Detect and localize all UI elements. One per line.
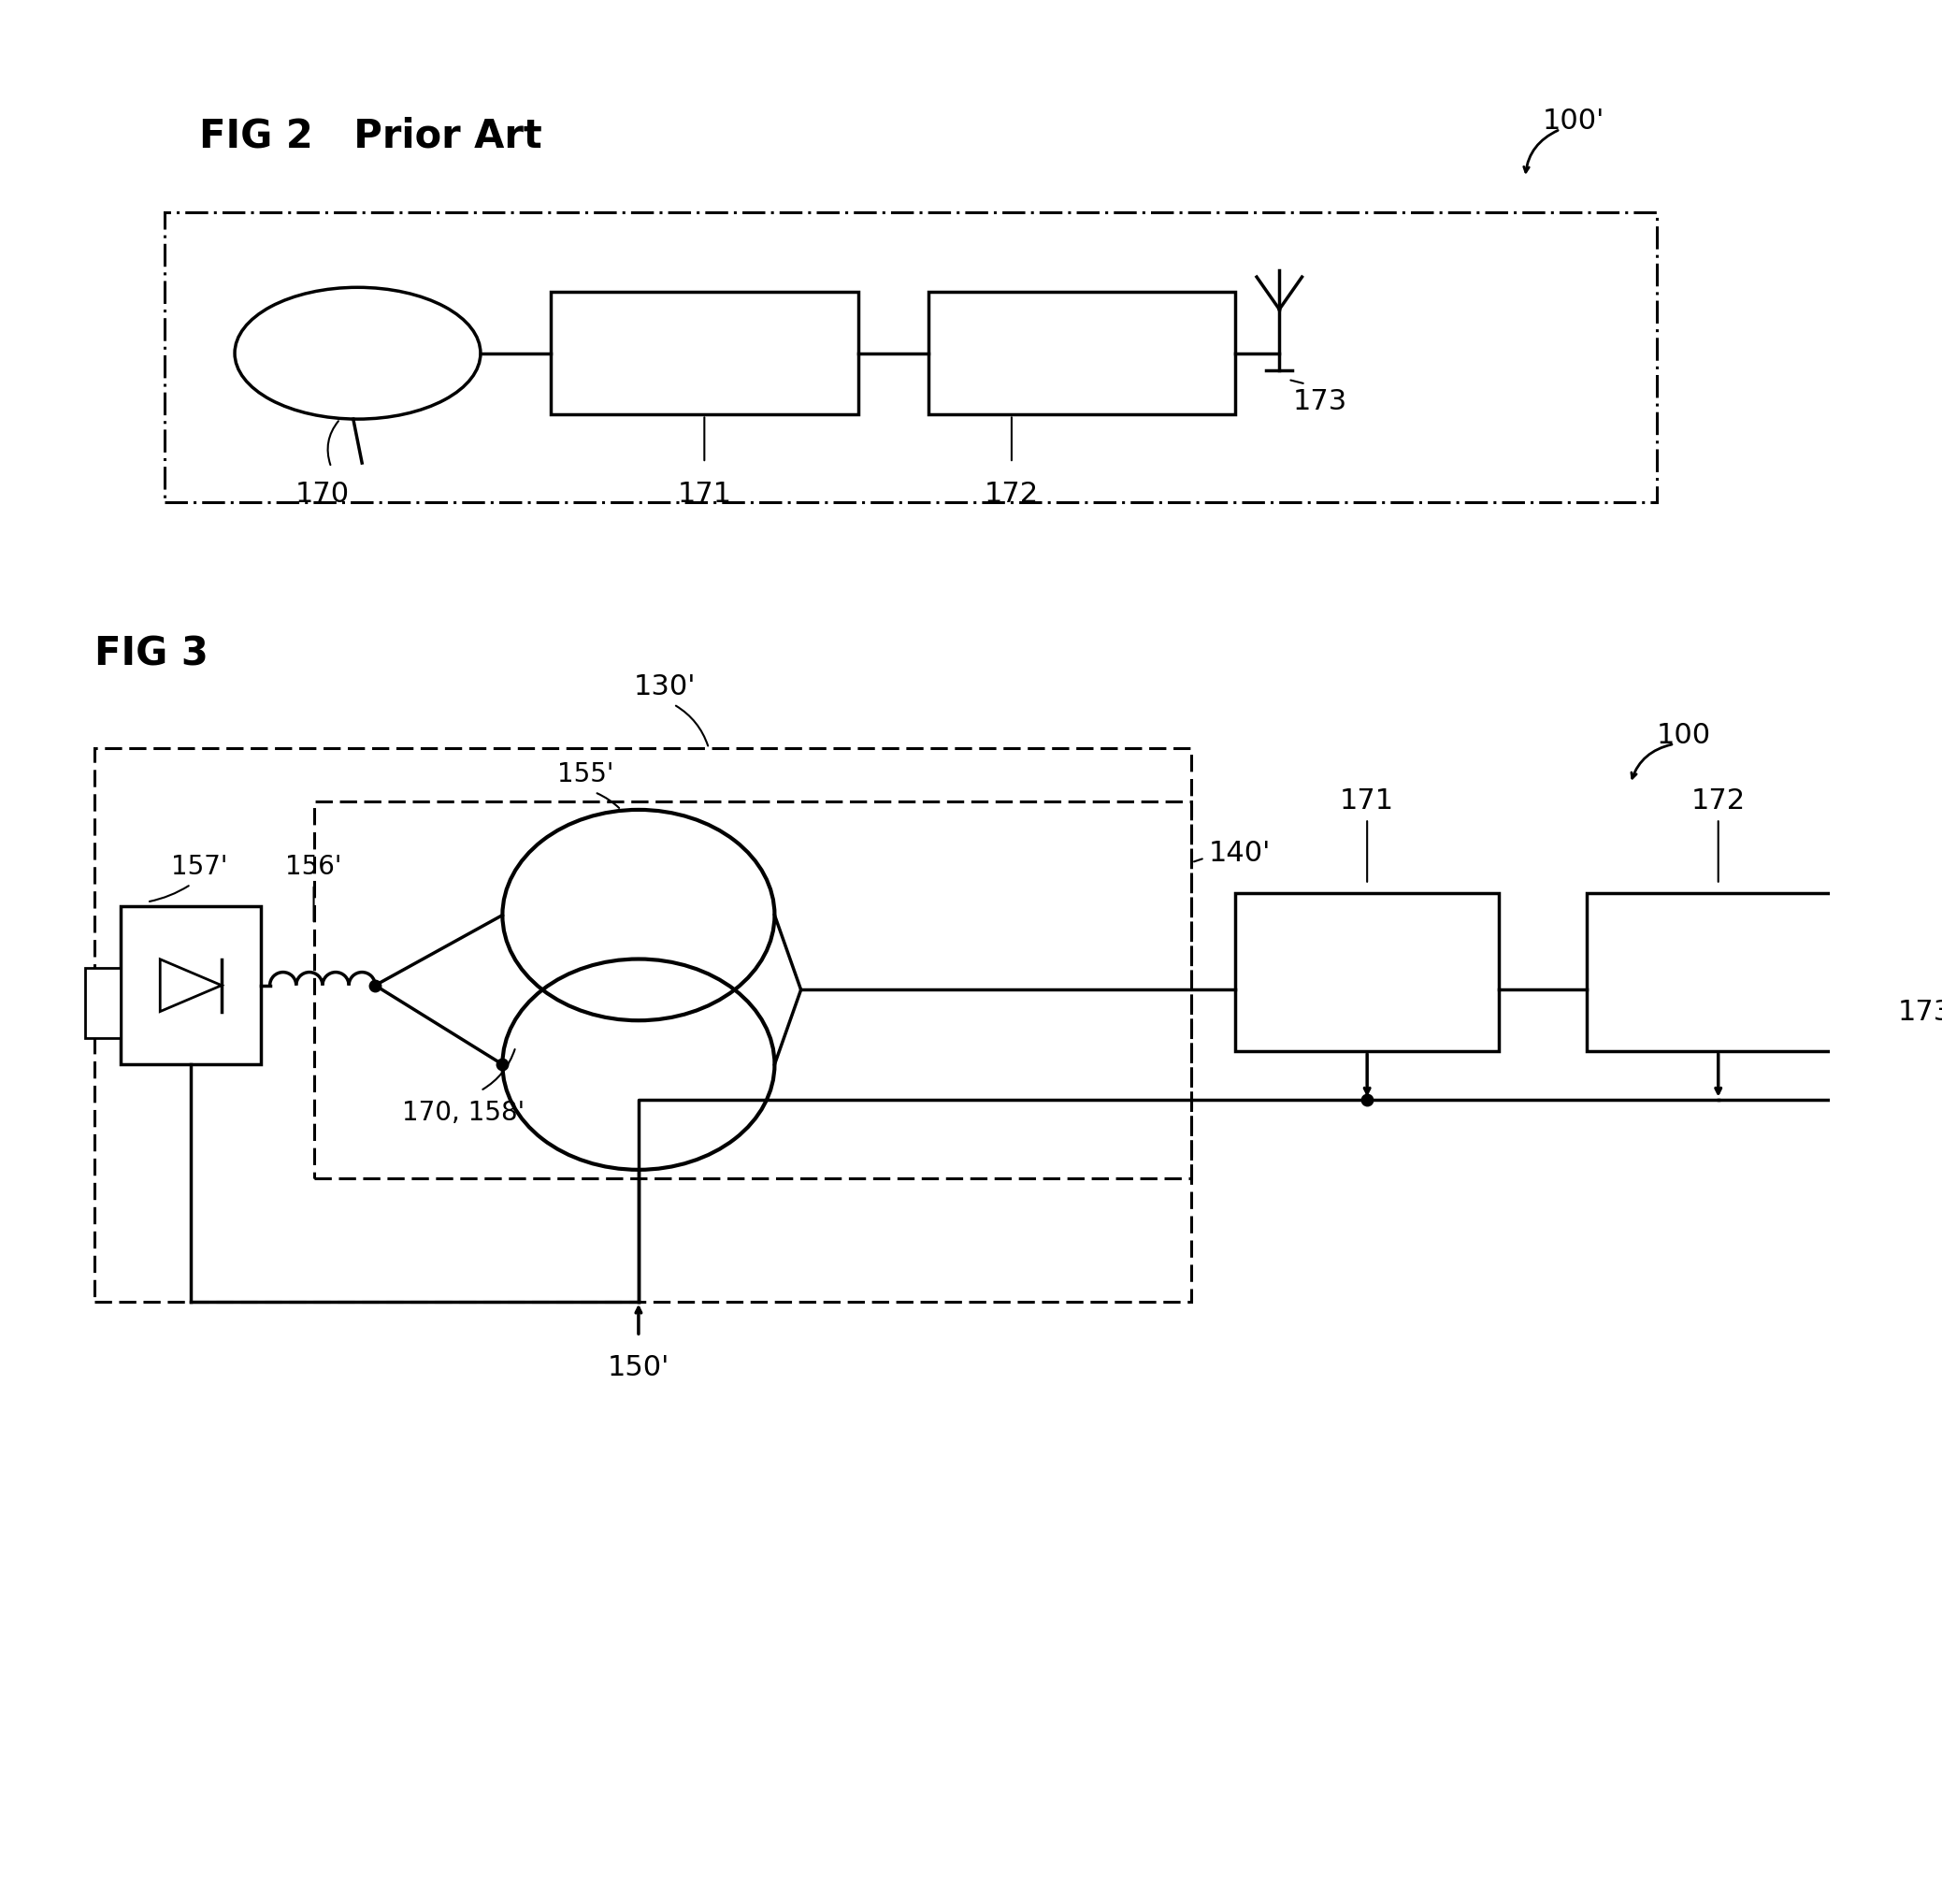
Bar: [85, 967, 120, 1038]
Text: 173: 173: [1897, 998, 1942, 1026]
Text: 170, 158': 170, 158': [402, 1099, 524, 1125]
Text: 156': 156': [285, 853, 342, 880]
Text: 171: 171: [678, 480, 732, 508]
Text: 173: 173: [1293, 388, 1348, 415]
Bar: [552, 291, 858, 415]
Text: FIG 2   Prior Art: FIG 2 Prior Art: [200, 116, 542, 156]
Text: 100': 100': [1542, 107, 1604, 135]
Text: 100: 100: [1657, 722, 1711, 748]
Text: 157': 157': [171, 853, 227, 880]
Text: FIG 3: FIG 3: [95, 634, 208, 674]
Bar: [1587, 893, 1851, 1051]
Text: 130': 130': [633, 672, 695, 701]
Text: 172: 172: [985, 480, 1039, 508]
Text: 172: 172: [1691, 786, 1746, 815]
Text: 171: 171: [1340, 786, 1394, 815]
Text: 170: 170: [295, 480, 350, 508]
Text: 140': 140': [1210, 840, 1272, 866]
Text: 150': 150': [608, 1354, 670, 1380]
Text: 155': 155': [557, 762, 614, 788]
Bar: [1235, 893, 1499, 1051]
Bar: [928, 291, 1235, 415]
Bar: [120, 906, 260, 1064]
